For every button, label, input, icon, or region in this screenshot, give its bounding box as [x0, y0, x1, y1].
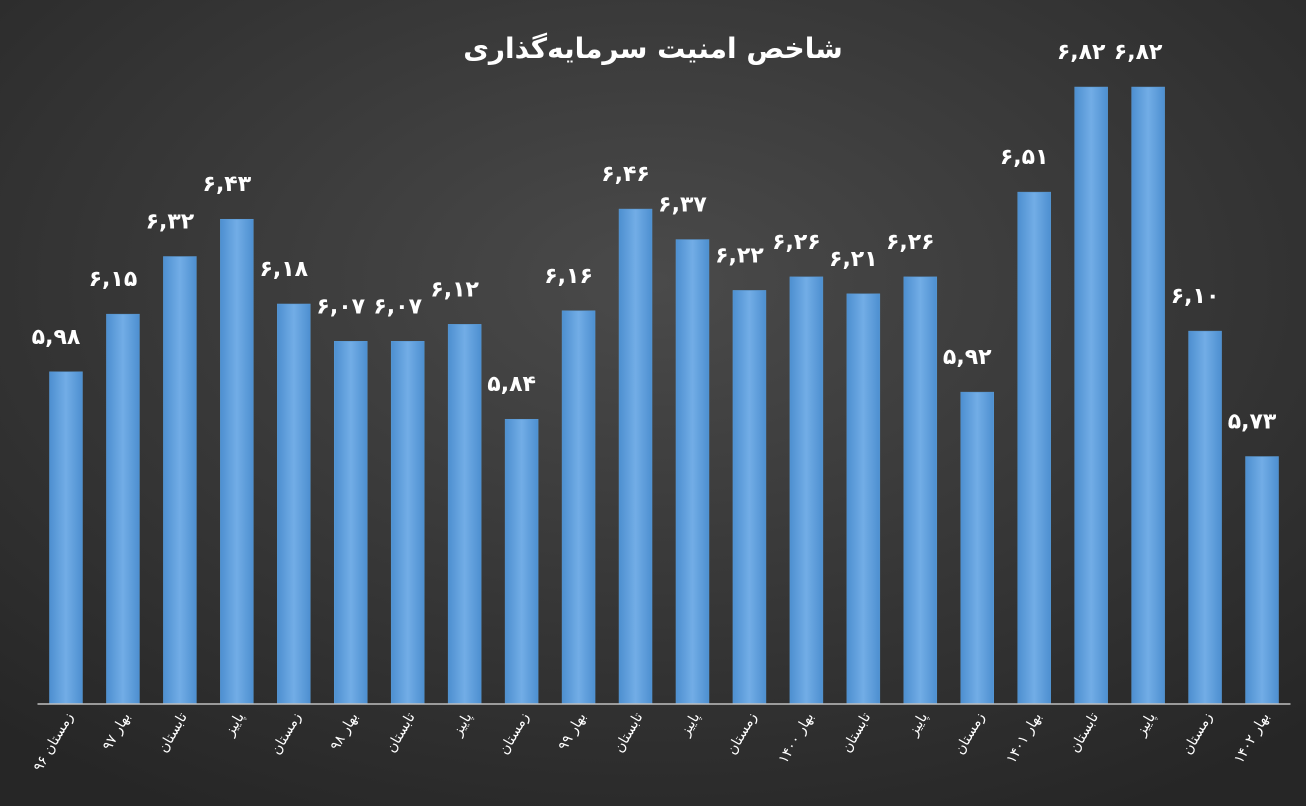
bar — [1245, 456, 1279, 705]
value-label: ۶,۳۲ — [146, 210, 195, 235]
value-label: ۵,۸۴ — [487, 372, 536, 397]
value-label: ۶,۲۶ — [772, 230, 821, 255]
bar — [1017, 191, 1051, 705]
bar — [789, 276, 824, 705]
value-label: ۶,۸۲ — [1057, 40, 1106, 65]
value-label: ۶,۱۲ — [430, 277, 479, 302]
chart-title: شاخص امنیت سرمایه‌گذاری — [463, 32, 843, 65]
value-label: ۵,۹۲ — [943, 345, 992, 370]
value-label: ۵,۷۳ — [1228, 410, 1277, 435]
bar — [106, 313, 140, 705]
value-label: ۶,۲۲ — [715, 243, 764, 268]
bar — [732, 290, 767, 705]
bar — [903, 276, 938, 705]
value-label: ۵,۹۸ — [32, 325, 81, 350]
value-label: ۶,۸۲ — [1114, 40, 1163, 65]
bar — [675, 239, 710, 705]
bar — [960, 391, 994, 705]
value-label: ۶,۱۵ — [89, 267, 138, 292]
bar — [277, 303, 311, 705]
bar — [334, 341, 368, 705]
value-label: ۶,۱۸ — [259, 257, 308, 282]
bar — [390, 341, 425, 705]
bar — [163, 256, 197, 705]
bar — [447, 324, 482, 705]
value-label: ۶,۲۱ — [829, 247, 878, 272]
value-label: ۶,۳۷ — [658, 193, 707, 218]
value-label: ۶,۱۰ — [1171, 284, 1220, 309]
value-label: ۶,۴۳ — [203, 172, 252, 197]
value-label: ۶,۲۶ — [886, 230, 935, 255]
bar — [561, 310, 596, 705]
value-label: ۶,۰۷ — [373, 294, 422, 319]
bar — [618, 208, 653, 705]
bar — [1074, 86, 1108, 705]
value-label: ۶,۱۶ — [544, 264, 593, 289]
bar — [504, 418, 539, 705]
bar — [49, 371, 83, 705]
bar — [1131, 86, 1165, 705]
value-label: ۶,۵۱ — [1000, 145, 1049, 170]
bar — [220, 218, 254, 705]
bar — [846, 293, 881, 705]
value-label: ۶,۴۶ — [601, 162, 650, 187]
value-label: ۶,۰۷ — [316, 294, 365, 319]
bar — [1188, 330, 1222, 705]
